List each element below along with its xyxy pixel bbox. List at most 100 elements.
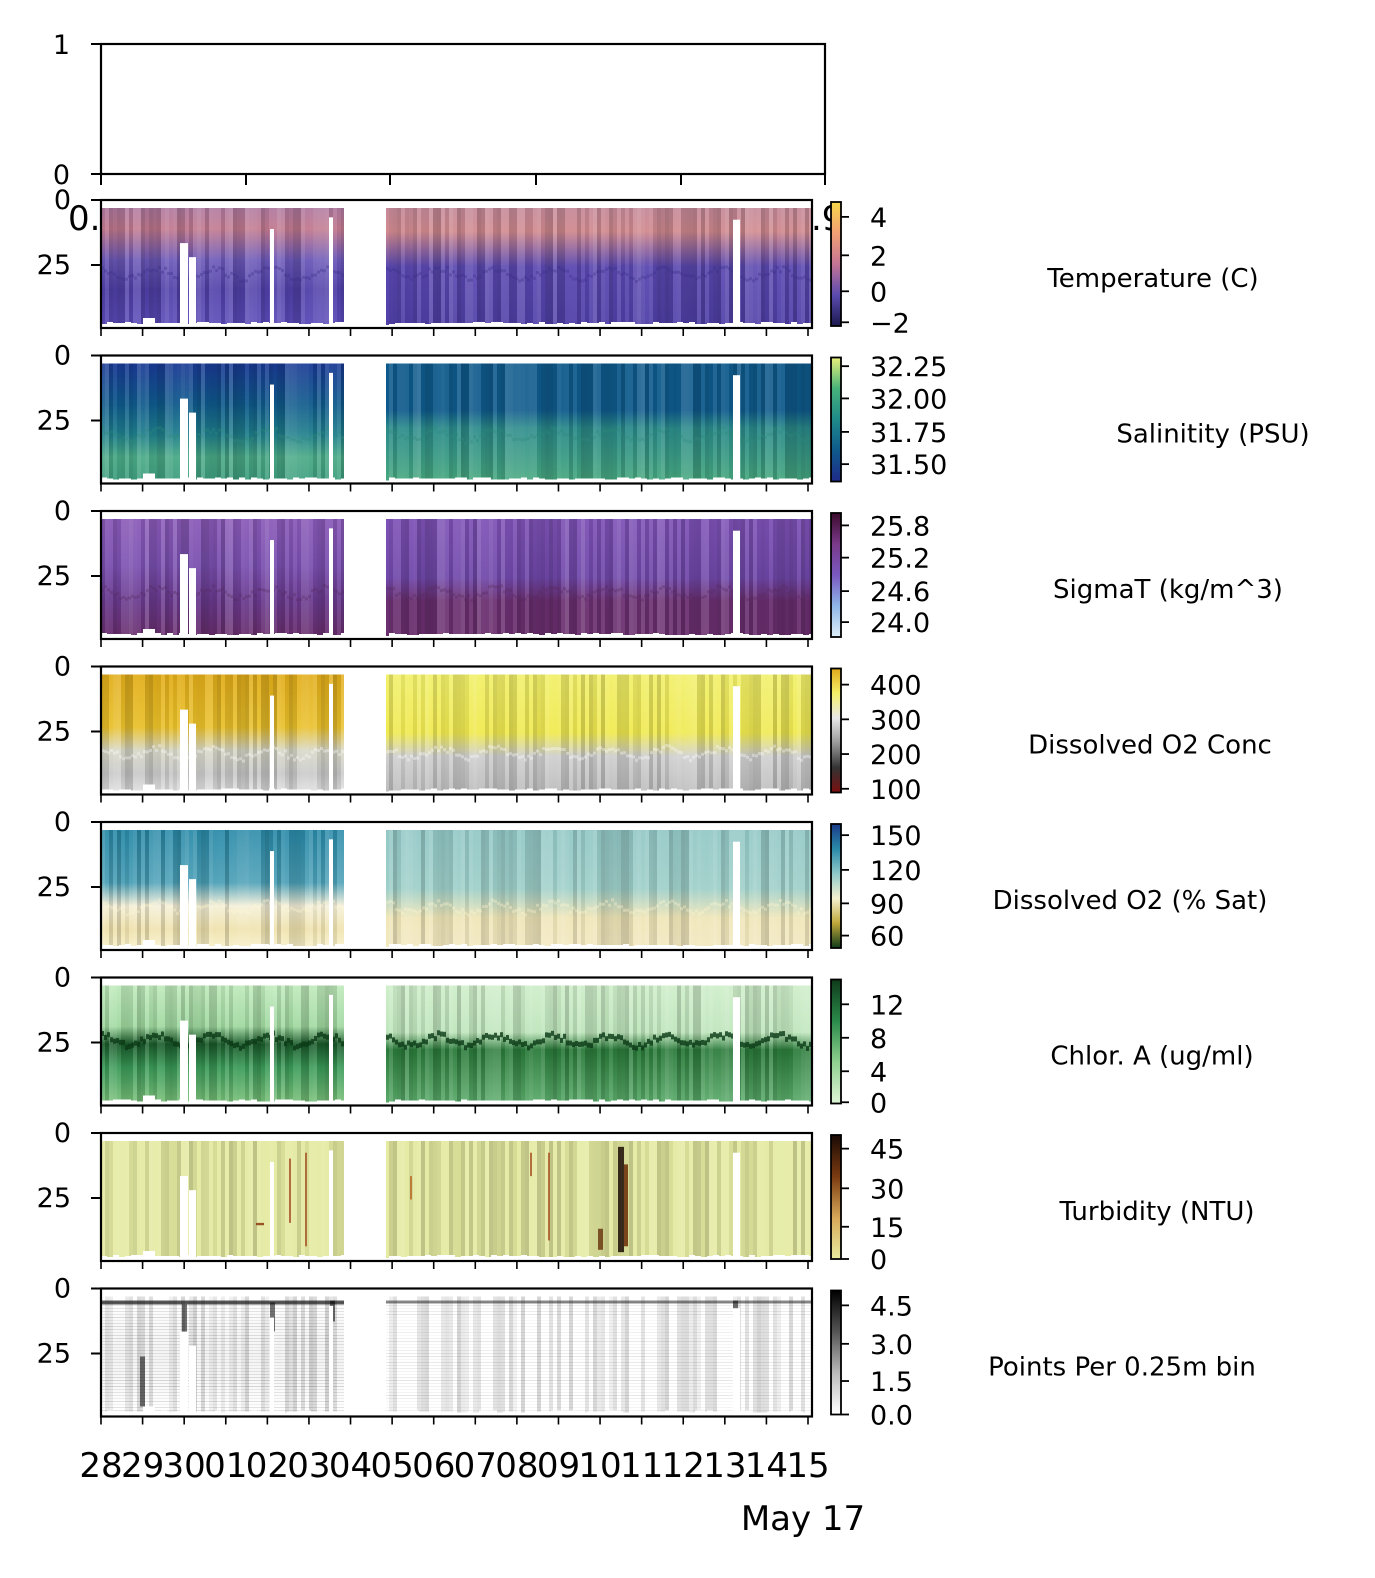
heatmap-band-cell [530,1043,533,1049]
heatmap-band-cell [233,439,236,443]
top-empty-axis: 1 0 0. .9 [53,30,844,239]
heatmap-column [145,674,149,792]
heatmap-column [221,830,225,947]
heatmap-column [409,363,413,481]
heatmap-column [701,674,705,792]
heatmap-band-cell [800,438,803,442]
heatmap-band-cell [290,1040,293,1046]
heatmap-band-cell [680,594,683,598]
heatmap-column [545,674,549,792]
heatmap-band-cell [767,903,770,907]
bottom-edge [485,945,491,950]
heatmap-band-cell [596,589,599,593]
heatmap-column [105,1296,109,1414]
heatmap-band-cell [794,1036,797,1042]
bottom-edge [323,945,329,950]
heatmap-band-cell [101,901,104,905]
heatmap-band-cell [536,1039,539,1045]
panel-label: Temperature (C) [1046,264,1258,294]
heatmap-column [661,208,665,325]
bottom-edge [311,477,317,484]
data-gap [344,666,386,795]
heatmap-band-cell [449,746,452,750]
heatmap-band-cell [695,437,698,441]
bottom-edge [581,945,587,950]
heatmap-band-cell [158,1035,161,1041]
heatmap-column [729,1296,733,1414]
heatmap-column [449,519,453,636]
heatmap-column [437,1141,441,1258]
heatmap-column [281,208,285,325]
bottom-edge [485,633,491,639]
heatmap-band-cell [227,593,230,597]
bottom-edge [707,1099,713,1106]
heatmap-band-cell [461,755,464,759]
bottom-edge [641,945,647,950]
heatmap-column [285,1141,289,1258]
heatmap-band-cell [251,1039,254,1045]
heatmap-band-cell [650,433,653,437]
bottom-edge [281,945,287,950]
heatmap-column [133,1141,137,1258]
heatmap-band-cell [788,901,791,905]
bottom-edge [185,634,191,639]
data-gap [329,1150,333,1261]
heatmap-band-cell [491,1034,494,1040]
heatmap-band-cell [323,584,326,588]
heatmap-column [545,830,549,947]
heatmap-band-cell [518,756,521,760]
heatmap-band-cell [230,1040,233,1046]
heatmap-band-cell [752,440,755,444]
heatmap-band-cell [326,1034,329,1040]
heatmap-column [321,985,325,1103]
heatmap-band-cell [746,439,749,443]
heatmap-column [745,1141,749,1258]
heatmap-column [105,985,109,1103]
heatmap-column [277,985,281,1103]
heatmap-column [709,674,713,792]
heatmap-band-cell [173,436,176,440]
heatmap-band-cell [785,266,788,270]
heatmap-band-cell [320,268,323,272]
heatmap-band-cell [221,587,224,591]
heatmap-column [517,363,521,481]
heatmap-column [561,1141,565,1258]
heatmap-band-cell [434,745,437,749]
heatmap-band-cell [809,278,812,282]
bottom-edge [671,1410,677,1417]
heatmap-column [661,1141,665,1258]
heatmap-column [645,1141,649,1258]
heatmap-band-cell [770,747,773,751]
heatmap-column [165,519,169,636]
bottom-edge [437,323,443,328]
bottom-edge [563,478,569,484]
heatmap-column [417,1296,421,1414]
heatmap-band-cell [395,430,398,434]
heatmap-column [197,208,201,325]
heatmap-band-cell [149,1035,152,1041]
heatmap-column [761,363,765,481]
heatmap-band [101,898,812,917]
heatmap-column [197,1296,201,1414]
bottom-edge [545,633,551,639]
heatmap-band-cell [170,904,173,908]
heatmap-band-cell [800,598,803,602]
bottom-edge [335,1256,341,1261]
heatmap-band-cell [674,1036,677,1042]
bottom-edge [797,790,803,795]
heatmap-band-cell [101,426,104,430]
heatmap-column [477,830,481,947]
heatmap-column [645,830,649,947]
heatmap-column [341,830,345,947]
bottom-edge [335,944,341,950]
bottom-edge [725,634,731,639]
bottom-edge [305,946,311,950]
bottom-edge [575,944,581,950]
heatmap-column [113,519,117,636]
heatmap-column [537,208,541,325]
bottom-edge [221,1100,227,1106]
heatmap-band-cell [263,748,266,752]
heatmap-band-cell [743,1042,746,1048]
heatmap-band-cell [137,595,140,599]
heatmap-column [469,363,473,481]
